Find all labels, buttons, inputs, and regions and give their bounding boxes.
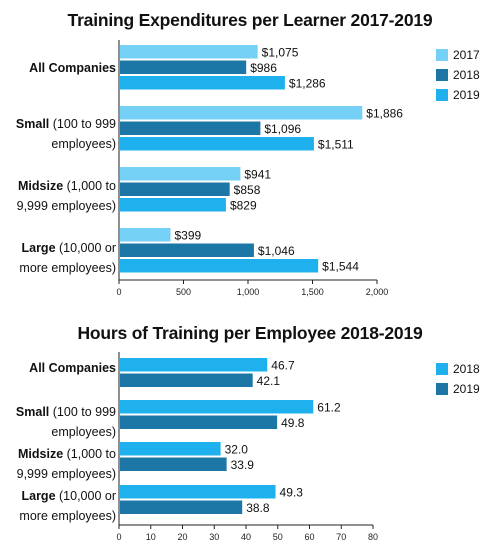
data-label: $1,286 [289,76,326,90]
bar [120,373,253,387]
chart2-category-label: Midsize (1,000 to 9,999 employees) [16,447,116,481]
x-tick-label: 0 [116,532,121,542]
chart2-category-label: Small (100 to 999 employees) [15,405,116,439]
data-label: $829 [230,198,257,212]
bar [120,243,254,257]
x-tick-label: 2,000 [366,287,389,297]
chart1-category-label: All Companies [29,61,116,75]
data-label: 49.3 [280,485,304,499]
x-tick-label: 60 [304,532,314,542]
bar [120,442,221,456]
legend-label: 2019 [453,88,480,102]
legend-swatch [436,89,448,101]
x-tick-label: 70 [336,532,346,542]
bar [120,121,261,135]
x-tick-label: 80 [368,532,378,542]
bar [120,106,363,120]
data-label: $1,046 [258,244,295,258]
chart1-plot: 0 500 1,000 1,500 2,000 $1,075 $986 $1,286 $1,88… [116,40,403,297]
data-label: 33.9 [231,458,255,472]
data-label: $986 [250,61,277,75]
bar [120,485,276,499]
bar [120,45,258,59]
legend-swatch [436,49,448,61]
data-label: 46.7 [271,358,295,372]
chart1-category-label: Small (100 to 999 employees) [15,117,116,151]
bar [120,228,171,242]
x-tick-label: 40 [241,532,251,542]
chart2-category-label: Large (10,000 or more employees) [19,489,116,523]
x-tick-label: 1,000 [237,287,260,297]
data-label: 42.1 [257,374,281,388]
data-label: 32.0 [225,442,249,456]
chart1-category-label: Midsize (1,000 to 9,999 employees) [16,179,116,213]
bar [120,60,247,74]
x-tick-label: 10 [146,532,156,542]
bar [120,182,230,196]
legend-label: 2019 [453,382,480,396]
x-tick-label: 0 [116,287,121,297]
chart2-title: Hours of Training per Employee 2018-2019 [77,323,423,343]
x-tick-label: 500 [176,287,191,297]
data-label: $858 [234,183,261,197]
bar [120,137,314,151]
data-label: 38.8 [246,501,270,515]
legend-swatch [436,383,448,395]
data-label: $1,511 [318,137,354,151]
bar [120,415,278,429]
data-label: $1,886 [366,106,403,120]
data-label: $1,544 [322,259,359,273]
chart2-category-label: All Companies [29,361,116,375]
x-tick-label: 20 [177,532,187,542]
bar [120,457,227,471]
legend-label: 2018 [453,68,480,82]
legend-swatch [436,363,448,375]
data-label: $1,075 [262,45,299,59]
legend-label: 2017 [453,48,480,62]
bar [120,259,319,273]
data-label: $941 [244,167,271,181]
bar [120,358,268,372]
x-tick-label: 30 [209,532,219,542]
x-tick-label: 1,500 [301,287,324,297]
chart1-title: Training Expenditures per Learner 2017-2… [67,10,433,30]
legend-label: 2018 [453,362,480,376]
bar [120,500,243,514]
x-tick-label: 50 [273,532,283,542]
legend-swatch [436,69,448,81]
data-label: 49.8 [281,416,305,430]
bar [120,400,314,414]
bar [120,167,241,181]
chart1-category-label: Large (10,000 or more employees) [19,241,116,275]
data-label: $1,096 [264,122,301,136]
data-label: 61.2 [317,400,341,414]
bar [120,198,226,212]
bar [120,76,285,90]
data-label: $399 [174,228,201,242]
